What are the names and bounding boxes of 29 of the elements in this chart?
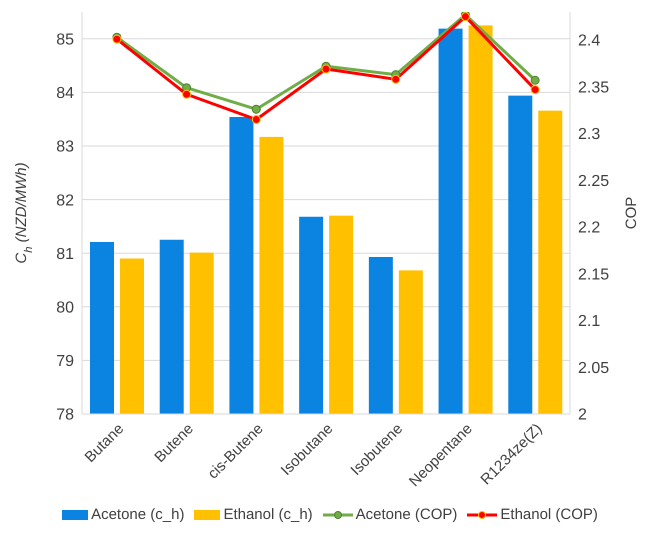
y2-tick-label: 2.15 xyxy=(578,266,610,284)
y2-tick-label: 2.25 xyxy=(578,172,610,190)
y2-tick-label: 2.1 xyxy=(578,313,600,330)
y2-tick-label: 2.3 xyxy=(578,126,600,144)
y2-tick-label: 2.35 xyxy=(578,79,610,96)
point xyxy=(182,90,192,99)
legend-label: Ethanol (COP) xyxy=(500,506,598,523)
y2-tick-label: 2.05 xyxy=(578,360,610,377)
y2-tick-label: 2 xyxy=(578,406,587,424)
y2-tick-label: 2.4 xyxy=(578,32,600,50)
point xyxy=(530,85,540,94)
y-tick-label: 79 xyxy=(56,353,74,370)
legend-label: Ethanol (c_h) xyxy=(223,506,313,523)
y-tick-label: 80 xyxy=(56,299,74,316)
y-tick-label: 81 xyxy=(56,246,74,263)
legend-label: Acetone (COP) xyxy=(356,506,458,523)
point xyxy=(322,64,330,74)
point xyxy=(252,115,261,124)
y-tick-label: 82 xyxy=(56,192,74,210)
y-tick-label: 84 xyxy=(56,85,74,102)
y2-tick-label: 2.2 xyxy=(578,220,600,237)
legend-label: Acetone (c_h) xyxy=(91,506,184,523)
y-tick-label: 78 xyxy=(56,406,74,424)
y2-axis-title: COP xyxy=(623,196,640,230)
point xyxy=(530,76,540,85)
y-tick-label: 83 xyxy=(56,138,74,156)
point xyxy=(252,104,261,114)
point xyxy=(391,74,400,84)
y-tick-label: 85 xyxy=(56,31,74,48)
